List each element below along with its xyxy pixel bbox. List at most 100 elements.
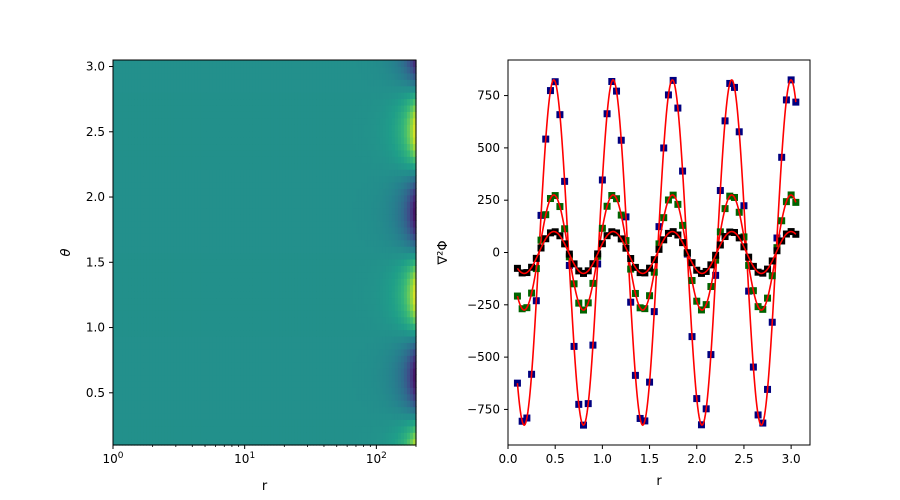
heatmap-cell: [134, 156, 138, 164]
heatmap-cell: [264, 432, 269, 440]
heatmap-cell: [200, 156, 205, 164]
heatmap-cell: [325, 406, 329, 414]
heatmap-cell: [376, 137, 381, 145]
heatmap-cell: [409, 233, 414, 241]
heatmap-cell: [203, 361, 208, 369]
heatmap-cell: [391, 226, 396, 234]
heatmap-cell: [188, 258, 193, 266]
heatmap-cell: [128, 278, 132, 286]
heatmap-cell: [243, 412, 247, 420]
heatmap-cell: [391, 201, 396, 209]
heatmap-cell: [249, 412, 253, 420]
heatmap-cell: [391, 361, 396, 369]
heatmap-cell: [297, 400, 302, 408]
heatmap-cell: [167, 181, 172, 189]
heatmap-cell: [197, 406, 202, 414]
heatmap-cell: [234, 220, 238, 228]
heatmap-cell: [300, 137, 305, 145]
heatmap-cell: [197, 387, 202, 395]
heatmap-cell: [116, 156, 120, 164]
heatmap-cell: [128, 323, 132, 331]
heatmap-cell: [252, 137, 257, 145]
heatmap-cell: [113, 419, 117, 427]
heatmap-cell: [400, 291, 405, 299]
heatmap-cell: [376, 406, 381, 414]
heatmap-cell: [349, 355, 353, 363]
heatmap-cell: [140, 258, 144, 266]
heatmap-cell: [176, 329, 181, 337]
heatmap-cell: [222, 265, 226, 273]
heatmap-cell: [152, 214, 157, 222]
heatmap-cell: [291, 233, 296, 241]
heatmap-cell: [370, 239, 375, 247]
heatmap-cell: [316, 188, 320, 196]
heatmap-cell: [361, 316, 366, 324]
heatmap-cell: [403, 278, 408, 286]
heatmap-cell: [261, 239, 266, 247]
heatmap-cell: [131, 214, 135, 222]
heatmap-cell: [279, 380, 284, 388]
heatmap-cell: [328, 188, 332, 196]
heatmap-cell: [155, 368, 160, 376]
heatmap-cell: [328, 291, 332, 299]
heatmap-cell: [252, 194, 257, 202]
heatmap-cell: [361, 387, 366, 395]
heatmap-cell: [291, 124, 296, 132]
heatmap-cell: [403, 368, 408, 376]
heatmap-cell: [352, 258, 356, 266]
heatmap-cell: [388, 124, 393, 132]
heatmap-cell: [243, 310, 247, 318]
heatmap-cell: [370, 143, 375, 151]
heatmap-cell: [382, 310, 387, 318]
heatmap-cell: [116, 207, 120, 215]
heatmap-cell: [297, 419, 302, 427]
heatmap-cell: [246, 207, 250, 215]
heatmap-cell: [367, 406, 372, 414]
heatmap-cell: [349, 412, 353, 420]
heatmap-cell: [194, 310, 199, 318]
heatmap-cell: [331, 419, 335, 427]
heatmap-cell: [361, 374, 366, 382]
heatmap-cell: [394, 348, 399, 356]
heatmap-cell: [306, 432, 311, 440]
heatmap-cell: [306, 291, 311, 299]
heatmap-cell: [373, 323, 378, 331]
heatmap-cell: [276, 368, 281, 376]
heatmap-cell: [382, 194, 387, 202]
heatmap-cell: [331, 355, 335, 363]
heatmap-cell: [255, 188, 260, 196]
heatmap-cell: [246, 284, 250, 292]
heatmap-cell: [297, 310, 302, 318]
heatmap-cell: [255, 130, 260, 138]
heatmap-cell: [340, 226, 344, 234]
heatmap-cell: [373, 188, 378, 196]
heatmap-cell: [373, 226, 378, 234]
heatmap-cell: [285, 137, 290, 145]
heatmap-cell: [294, 361, 299, 369]
heatmap-cell: [240, 361, 244, 369]
heatmap-cell: [255, 271, 260, 279]
heatmap-cell: [203, 368, 208, 376]
heatmap-cell: [194, 149, 199, 157]
heatmap-cell: [188, 438, 193, 446]
heatmap-cell: [394, 207, 399, 215]
heatmap-cell: [152, 258, 157, 266]
heatmap-cell: [364, 169, 369, 177]
heatmap-cell: [191, 342, 196, 350]
heatmap-cell: [197, 348, 202, 356]
heatmap-cell: [173, 156, 178, 164]
heatmap-cell: [161, 143, 166, 151]
heatmap-cell: [355, 239, 360, 247]
heatmap-cell: [225, 380, 229, 388]
heatmap-cell: [113, 258, 117, 266]
heatmap-cell: [322, 175, 326, 183]
heatmap-cell: [322, 169, 326, 177]
heatmap-cell: [140, 406, 144, 414]
heatmap-cell: [282, 239, 287, 247]
heatmap-cell: [137, 124, 141, 132]
heatmap-cell: [228, 246, 232, 254]
heatmap-cell: [243, 393, 247, 401]
heatmap-cell: [200, 342, 205, 350]
heatmap-cell: [331, 169, 335, 177]
heatmap-cell: [234, 297, 238, 305]
